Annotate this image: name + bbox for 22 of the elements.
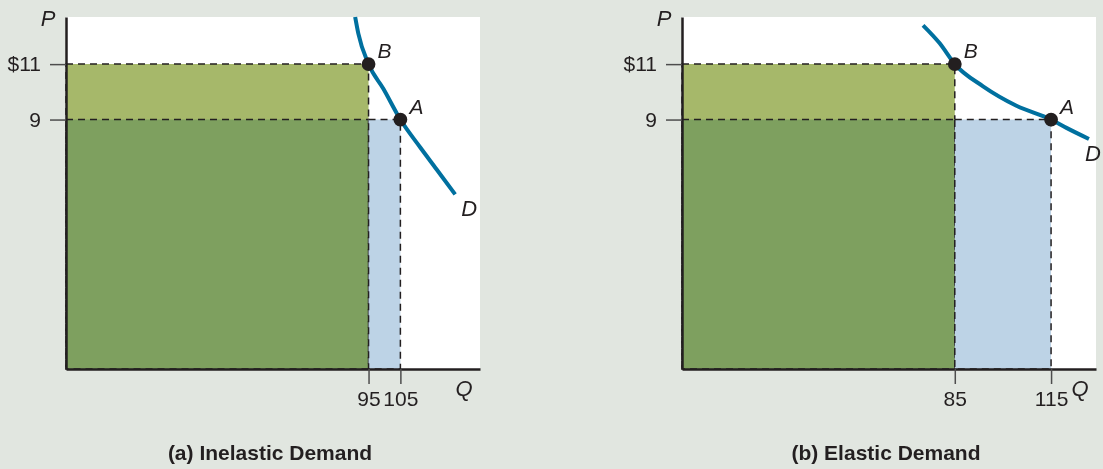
line-series [921,23,1091,141]
series-label: D [461,196,478,222]
x-tick-label: 105 [383,386,419,410]
annotation: A [1058,94,1075,118]
annotation: A [407,94,424,118]
annotation: B [377,39,392,63]
x-tick-label: 115 [1034,386,1069,410]
y-tick-label: $11 [623,52,657,76]
text: (a) Inelastic Demand [167,441,373,464]
y-tick-label: 9 [29,107,41,131]
x-tick-label: 95 [357,386,381,410]
y-axis-title: P [40,6,56,31]
y-tick-label: 9 [645,107,657,131]
text: (b) Elastic Demand [791,441,981,464]
x-axis-title: Q [455,376,473,401]
y-tick-label: $11 [7,52,41,76]
series-label: D [1085,140,1101,166]
y-axis-title: P [656,6,672,31]
x-axis-title: Q [1071,376,1089,401]
x-tick-label: 85 [943,386,967,410]
line-series [353,15,458,197]
annotation: B [963,39,978,63]
